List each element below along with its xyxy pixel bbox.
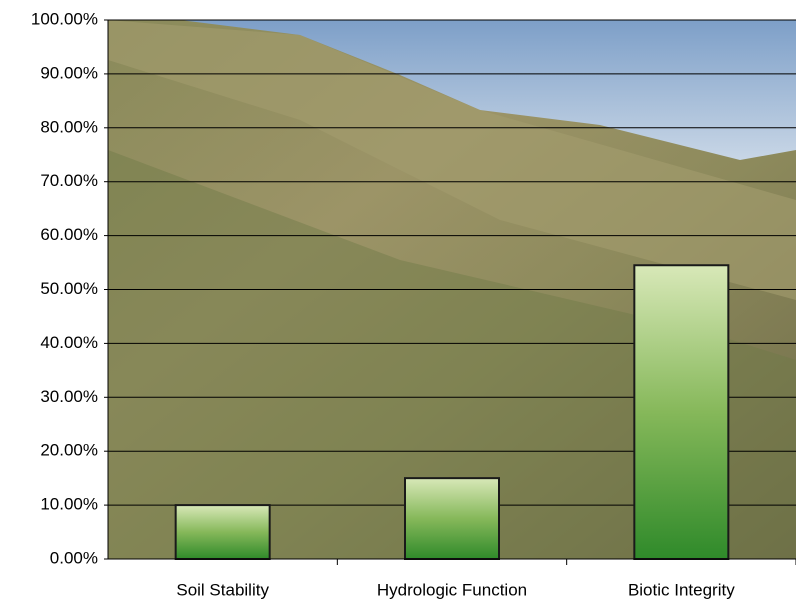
- y-tick-label: 10.00%: [40, 495, 98, 514]
- bar: [174, 504, 271, 561]
- y-tick-label: 20.00%: [40, 441, 98, 460]
- y-tick-label: 80.00%: [40, 117, 98, 136]
- y-tick-label: 70.00%: [40, 171, 98, 190]
- x-tick-label: Biotic Integrity: [628, 580, 735, 599]
- y-tick-label: 30.00%: [40, 387, 98, 406]
- bar: [633, 264, 730, 560]
- x-tick-label: Hydrologic Function: [377, 580, 527, 599]
- y-tick-label: 40.00%: [40, 333, 98, 352]
- y-tick-label: 100.00%: [31, 9, 98, 28]
- bar: [404, 477, 500, 560]
- y-tick-label: 0.00%: [50, 548, 98, 567]
- x-tick-label: Soil Stability: [176, 580, 269, 599]
- y-tick-label: 50.00%: [40, 279, 98, 298]
- y-tick-label: 90.00%: [40, 63, 98, 82]
- y-tick-label: 60.00%: [40, 225, 98, 244]
